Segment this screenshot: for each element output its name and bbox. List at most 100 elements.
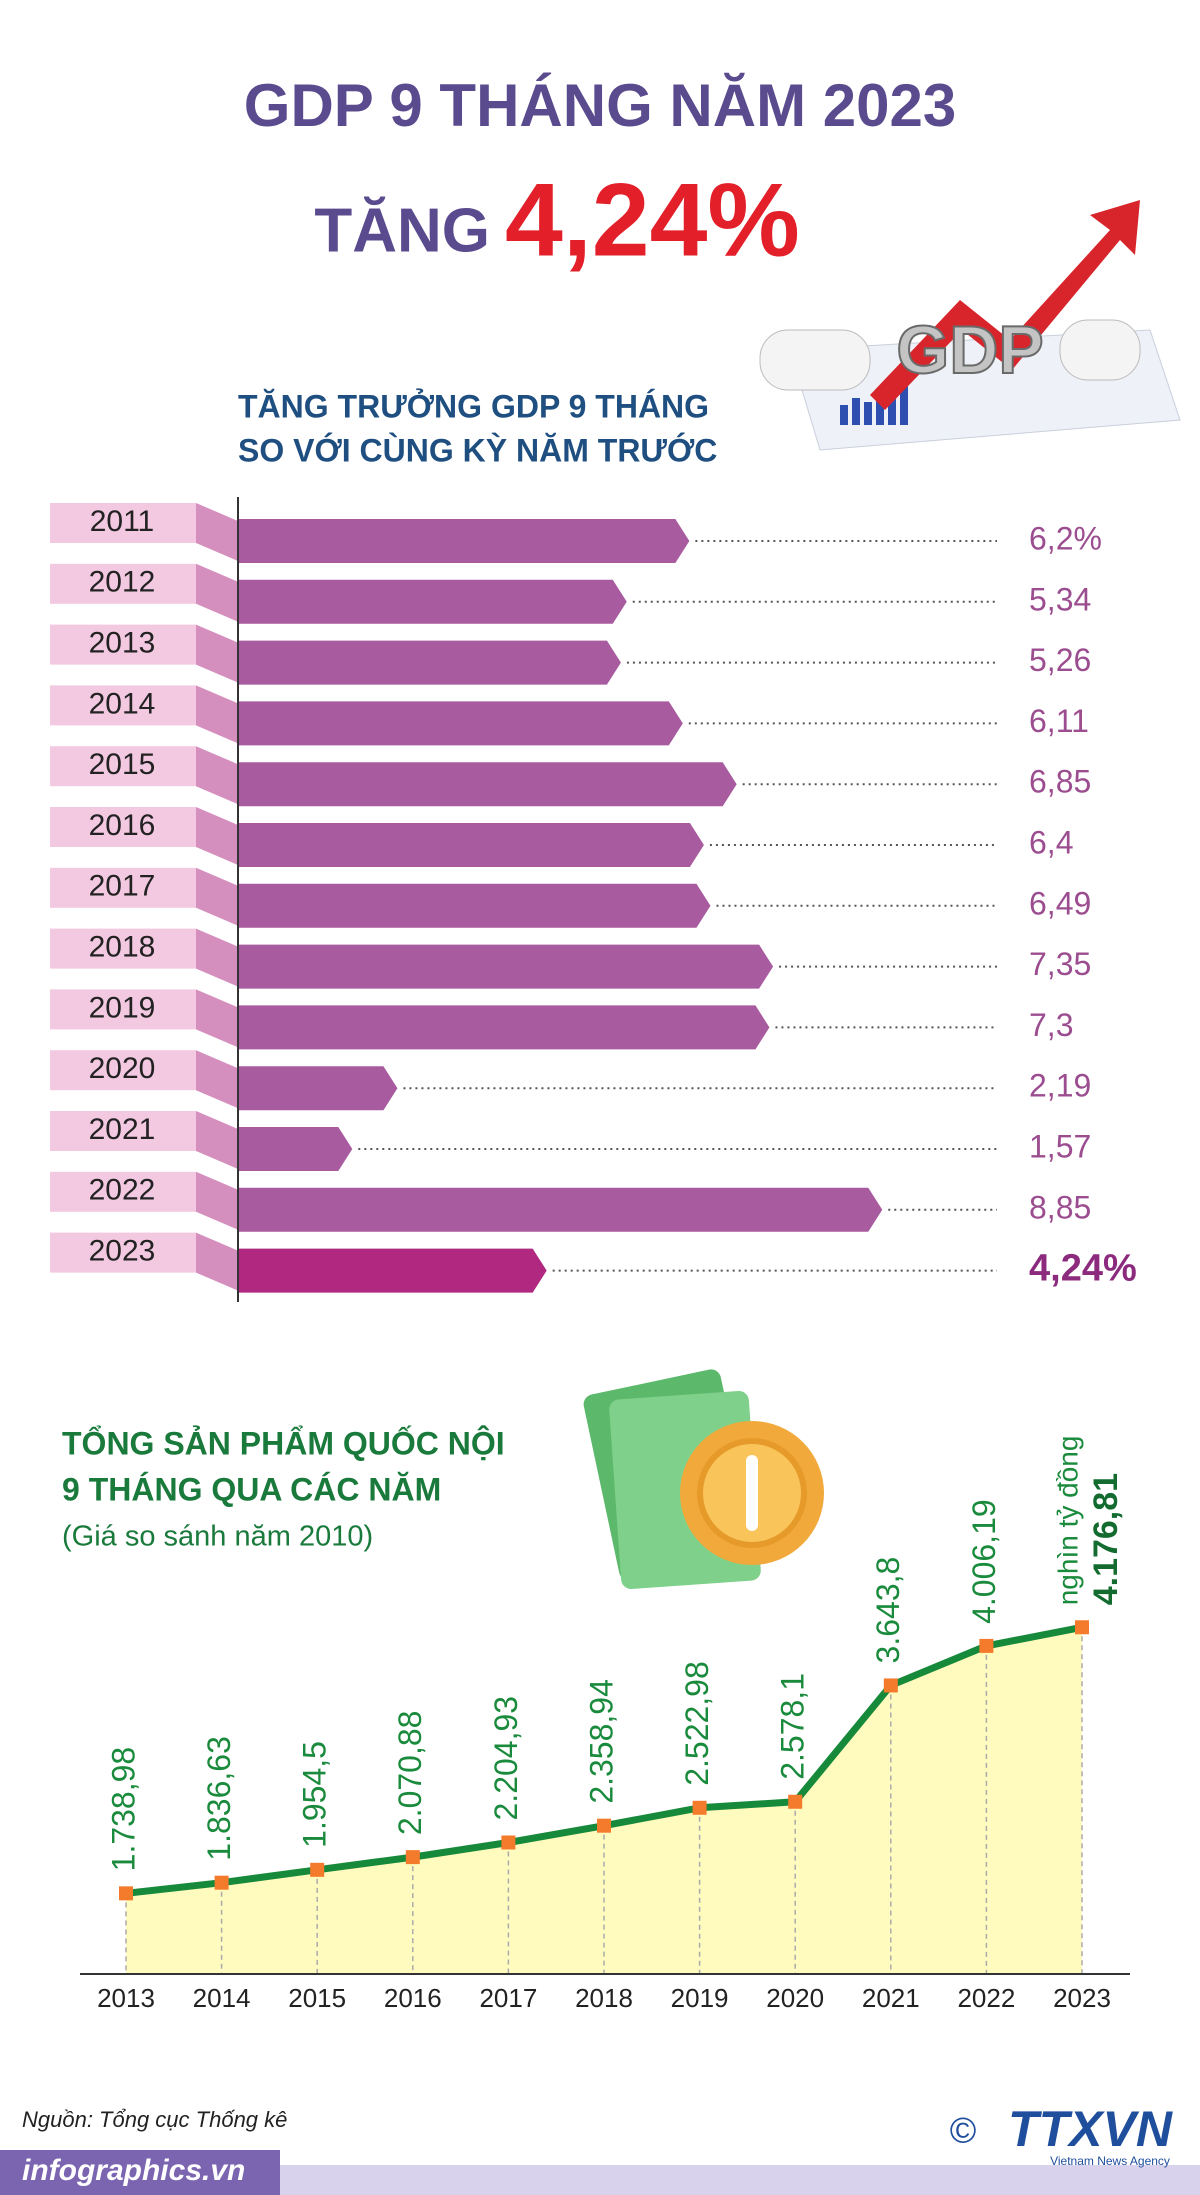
year-box — [50, 1050, 196, 1091]
value-label: 1,57 — [1029, 1128, 1091, 1164]
year-label: 2021 — [89, 1113, 156, 1146]
value-label: 2,19 — [1029, 1068, 1091, 1104]
year-tab — [196, 685, 238, 744]
marker — [883, 1678, 898, 1693]
value-label: 4,24% — [1029, 1248, 1137, 1290]
year-tab — [196, 1050, 238, 1109]
bar — [238, 579, 627, 624]
x-tick-label: 2019 — [671, 1983, 729, 2013]
year-box — [50, 624, 196, 665]
year-box — [50, 1171, 196, 1212]
value-label: 6,49 — [1029, 885, 1091, 921]
bar — [238, 883, 711, 928]
year-tab — [196, 867, 238, 926]
year-label: 2012 — [89, 566, 156, 599]
value-label: 6,85 — [1029, 764, 1091, 800]
value-label: 1.954,5 — [297, 1741, 333, 1848]
value-label: 2.204,93 — [488, 1696, 524, 1821]
year-label: 2015 — [89, 748, 156, 781]
bar — [238, 640, 621, 685]
x-tick-label: 2022 — [957, 1983, 1015, 2013]
year-tab — [196, 807, 238, 865]
unit-label: nghìn tỷ đồng — [1052, 1436, 1083, 1606]
marker — [979, 1638, 994, 1653]
year-box — [50, 807, 196, 847]
tagline-value: 4,24% — [505, 162, 800, 278]
value-label: 6,4 — [1029, 824, 1073, 860]
marker — [214, 1875, 229, 1890]
value-label: 3.643,8 — [870, 1557, 906, 1664]
x-tick-label: 2023 — [1053, 1983, 1111, 2013]
bar — [238, 823, 704, 867]
marker — [597, 1818, 611, 1833]
bar — [238, 1127, 353, 1171]
x-tick-label: 2018 — [575, 1983, 633, 2013]
marker — [1075, 1620, 1089, 1635]
x-tick-label: 2016 — [384, 1983, 442, 2013]
x-tick-label: 2014 — [193, 1983, 251, 2013]
illustration-text: GDP — [896, 312, 1043, 388]
year-label: 2020 — [89, 1052, 156, 1085]
year-label: 2017 — [89, 870, 156, 903]
page-title: GDP 9 THÁNG NĂM 2023 — [244, 72, 956, 139]
year-box — [50, 685, 196, 726]
value-label: 5,26 — [1029, 642, 1091, 678]
value-label: 5,34 — [1029, 581, 1091, 617]
money-illustration — [583, 1369, 824, 1589]
line-chart-title: TỔNG SẢN PHẨM QUỐC NỘI — [62, 1425, 505, 1461]
x-tick-label: 2015 — [288, 1983, 346, 2013]
site-box — [0, 2150, 280, 2195]
bar — [238, 762, 737, 807]
marker — [405, 1850, 420, 1865]
marker — [310, 1862, 325, 1877]
logo: TTXVN — [1008, 2101, 1173, 2157]
year-tab — [196, 563, 238, 622]
bar — [238, 701, 683, 746]
line-chart-subtitle: (Giá so sánh năm 2010) — [62, 1521, 373, 1553]
year-tab — [196, 1232, 238, 1291]
line-chart-title: 9 THÁNG QUA CÁC NĂM — [62, 1471, 441, 1507]
marker — [119, 1886, 133, 1901]
gdp-illustration: GDP — [759, 200, 1181, 451]
source: Nguồn: Tổng cục Thống kê — [22, 2107, 287, 2132]
year-tab — [196, 624, 238, 683]
bar-chart-title: SO VỚI CÙNG KỲ NĂM TRƯỚC — [238, 432, 717, 468]
value-label: 1.836,63 — [201, 1736, 237, 1861]
year-box — [50, 1111, 196, 1151]
value-label: 6,11 — [1029, 703, 1089, 739]
year-box — [50, 867, 196, 908]
value-label: 2.070,88 — [392, 1711, 428, 1836]
year-label: 2022 — [89, 1174, 156, 1207]
x-tick-label: 2021 — [862, 1983, 920, 2013]
year-tab — [196, 1171, 238, 1230]
year-box — [50, 989, 196, 1030]
value-label: 8,85 — [1029, 1189, 1091, 1225]
x-tick-label: 2020 — [766, 1983, 824, 2013]
bar — [238, 1005, 770, 1050]
area — [126, 1627, 1082, 1974]
marker — [692, 1800, 707, 1815]
year-box — [50, 928, 196, 969]
tagline-prefix: TĂNG — [314, 196, 490, 265]
marker — [501, 1835, 516, 1850]
year-label: 2023 — [89, 1235, 156, 1268]
logo-caption: Vietnam News Agency — [1050, 2154, 1170, 2168]
year-tab — [196, 989, 238, 1048]
year-box — [50, 1232, 196, 1273]
year-label: 2018 — [89, 931, 156, 964]
year-tab — [196, 503, 238, 561]
marker — [788, 1794, 803, 1809]
site: infographics.vn — [22, 2154, 245, 2187]
year-label: 2016 — [89, 809, 156, 842]
year-tab — [196, 1111, 238, 1169]
bar-chart-title: TĂNG TRƯỞNG GDP 9 THÁNG — [238, 388, 709, 424]
bar — [238, 1187, 883, 1232]
value-label: 4.176,81 — [1087, 1473, 1125, 1605]
year-label: 2011 — [90, 505, 155, 538]
year-label: 2019 — [89, 991, 156, 1024]
bar — [238, 1066, 398, 1111]
value-label: 7,35 — [1029, 946, 1091, 982]
value-label: 2.578,1 — [775, 1673, 811, 1780]
value-label: 4.006,19 — [966, 1499, 1002, 1624]
year-tab — [196, 746, 238, 805]
